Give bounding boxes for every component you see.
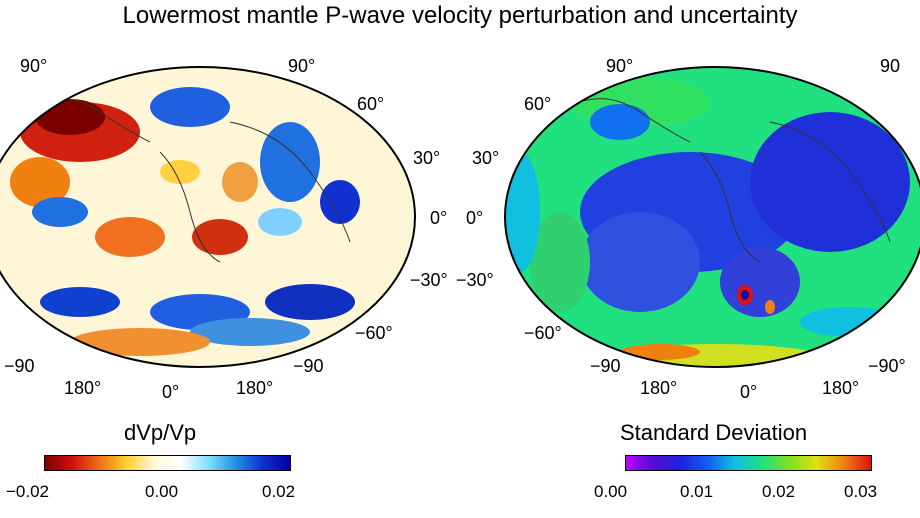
left-colorbar-title: dVp/Vp bbox=[124, 420, 197, 445]
left-lat-m90-left: −90 bbox=[4, 356, 35, 376]
right-lat-90-right: 90 bbox=[880, 56, 901, 76]
velocity-perturbation-map bbox=[0, 66, 416, 368]
right-lat-30: 30° bbox=[472, 148, 500, 168]
left-lon-0: 0° bbox=[162, 382, 180, 402]
left-lat-30: 30° bbox=[413, 148, 441, 168]
right-lon-180-west: 180° bbox=[640, 378, 678, 398]
right-lon-180-east: 180° bbox=[822, 378, 860, 398]
right-colorbar-tick-2: 0.02 bbox=[762, 482, 796, 501]
right-colorbar-tick-1: 0.01 bbox=[680, 482, 714, 501]
right-colorbar-tick-0: 0.00 bbox=[594, 482, 628, 501]
left-colorbar-tick-max: 0.02 bbox=[262, 482, 296, 501]
right-lat-90-left: 90° bbox=[606, 56, 634, 76]
right-lat-m90-right: −90° bbox=[868, 356, 906, 376]
right-colorbar-title: Standard Deviation bbox=[620, 420, 808, 445]
standard-deviation-map bbox=[504, 66, 920, 368]
right-lat-m30: −30° bbox=[456, 270, 494, 290]
left-lat-90-left: 90° bbox=[20, 56, 48, 76]
figure-title: Lowermost mantle P-wave velocity perturb… bbox=[122, 2, 798, 29]
left-lat-0: 0° bbox=[430, 208, 448, 228]
left-lat-90-right: 90° bbox=[288, 56, 316, 76]
left-colorbar-tick-mid: 0.00 bbox=[145, 482, 179, 501]
right-lat-m60: −60° bbox=[524, 323, 562, 343]
right-lat-60: 60° bbox=[524, 94, 552, 114]
left-lat-m30: −30° bbox=[410, 270, 448, 290]
left-lon-180-west: 180° bbox=[64, 378, 102, 398]
left-lat-m60: −60° bbox=[355, 323, 393, 343]
right-colorbar-tick-3: 0.03 bbox=[844, 482, 878, 501]
left-lon-180-east: 180° bbox=[236, 378, 274, 398]
right-lat-m90-left: −90 bbox=[590, 356, 621, 376]
right-colorbar bbox=[625, 455, 872, 471]
right-lat-0: 0° bbox=[466, 208, 484, 228]
left-colorbar bbox=[44, 455, 291, 471]
left-lat-m90-right: −90 bbox=[293, 356, 324, 376]
left-colorbar-tick-min: −0.02 bbox=[6, 482, 50, 501]
left-lat-60: 60° bbox=[357, 94, 385, 114]
right-lon-0: 0° bbox=[740, 382, 758, 402]
